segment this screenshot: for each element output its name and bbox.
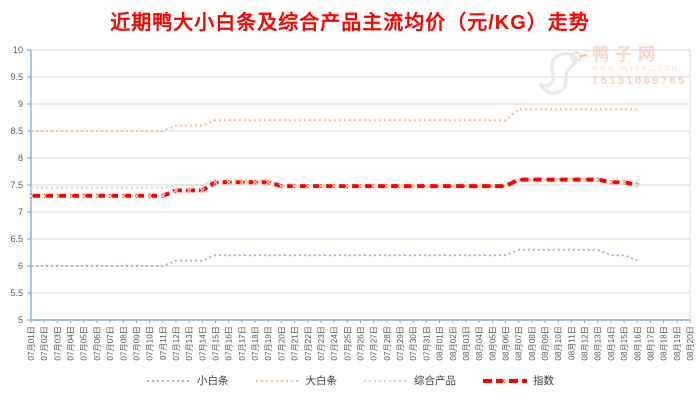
- legend-label: 大白条: [305, 375, 338, 387]
- svg-text:6.5: 6.5: [10, 234, 23, 244]
- svg-text:08月14日: 08月14日: [607, 326, 616, 361]
- svg-text:08月08日: 08月08日: [528, 326, 537, 361]
- svg-text:07月15日: 07月15日: [212, 326, 221, 361]
- legend-line-sample: [483, 378, 527, 383]
- svg-text:07月21日: 07月21日: [291, 326, 300, 361]
- legend-line-sample: [255, 379, 300, 382]
- svg-text:07月25日: 07月25日: [343, 326, 352, 361]
- svg-text:9: 9: [18, 99, 23, 109]
- svg-text:07月19日: 07月19日: [264, 326, 273, 361]
- legend-item-zonghechanpin: 综合产品: [363, 373, 456, 388]
- svg-text:07月01日: 07月01日: [27, 326, 36, 361]
- svg-text:07月11日: 07月11日: [159, 326, 168, 360]
- svg-text:8.5: 8.5: [10, 126, 23, 136]
- svg-text:08月13日: 08月13日: [594, 326, 603, 361]
- svg-text:5.5: 5.5: [10, 288, 23, 298]
- svg-text:07月27日: 07月27日: [370, 326, 379, 361]
- svg-text:07月05日: 07月05日: [80, 326, 89, 361]
- axes: [27, 49, 691, 323]
- svg-text:8: 8: [18, 153, 23, 163]
- price-trend-chart: 5 5.5 6 6.5 7 7.5 8 8.5 9 9.5 10 07月01日 07月02日 07月03日…: [10, 45, 695, 361]
- svg-text:08月19日: 08月19日: [673, 326, 682, 361]
- svg-text:08月02日: 08月02日: [449, 326, 458, 361]
- series-大白条: [31, 108, 638, 132]
- legend-item-dabaitiao: 大白条: [255, 373, 338, 388]
- svg-text:07月23日: 07月23日: [317, 326, 326, 361]
- series-小白条: [31, 248, 638, 267]
- svg-text:07月16日: 07月16日: [225, 326, 234, 361]
- svg-text:08月11日: 08月11日: [567, 326, 576, 360]
- svg-text:07月03日: 07月03日: [53, 326, 62, 361]
- legend-label: 综合产品: [414, 375, 456, 387]
- svg-text:08月15日: 08月15日: [620, 326, 629, 361]
- legend-line-sample: [364, 379, 408, 382]
- svg-text:08月06日: 08月06日: [501, 326, 510, 361]
- svg-text:08月20日: 08月20日: [686, 326, 695, 361]
- svg-text:07月06日: 07月06日: [93, 326, 102, 361]
- svg-text:07月14日: 07月14日: [198, 326, 207, 361]
- svg-text:9.5: 9.5: [10, 72, 23, 82]
- svg-text:08月04日: 08月04日: [475, 326, 484, 361]
- legend-label: 小白条: [197, 375, 229, 387]
- svg-text:07月17日: 07月17日: [238, 326, 247, 361]
- svg-text:07月18日: 07月18日: [251, 326, 260, 361]
- svg-text:07月13日: 07月13日: [185, 326, 194, 361]
- svg-text:07月12日: 07月12日: [172, 326, 181, 361]
- svg-text:07月07日: 07月07日: [106, 326, 115, 361]
- svg-text:7.5: 7.5: [10, 180, 23, 190]
- svg-text:08月05日: 08月05日: [488, 326, 497, 361]
- svg-text:07月09日: 07月09日: [132, 326, 141, 361]
- svg-text:6: 6: [18, 261, 23, 271]
- svg-text:07月20日: 07月20日: [277, 326, 286, 361]
- svg-text:7: 7: [18, 207, 23, 217]
- legend-label: 指数: [533, 375, 554, 387]
- chart-legend: 小白条 大白条 综合产品 指数: [0, 373, 700, 388]
- svg-text:07月04日: 07月04日: [67, 326, 76, 361]
- svg-text:07月08日: 07月08日: [119, 326, 128, 361]
- gridlines: [31, 49, 691, 320]
- svg-text:08月17日: 08月17日: [646, 326, 655, 361]
- chart-title: 近期鸭大小白条及综合产品主流均价（元/KG）走势: [110, 12, 590, 34]
- legend-item-zhishu: 指数: [482, 373, 554, 388]
- svg-text:5: 5: [18, 315, 23, 325]
- svg-text:07月29日: 07月29日: [396, 326, 405, 361]
- x-axis-labels: 07月01日 07月02日 07月03日 07月04日 07月05日 07月06日 07月0…: [27, 326, 695, 361]
- svg-text:08月16日: 08月16日: [633, 326, 642, 361]
- y-axis-labels: 5 5.5 6 6.5 7 7.5 8 8.5 9 9.5 10: [10, 45, 23, 325]
- legend-line-sample: [147, 379, 191, 382]
- svg-text:07月28日: 07月28日: [383, 326, 392, 361]
- svg-text:08月10日: 08月10日: [554, 326, 563, 361]
- svg-text:07月10日: 07月10日: [146, 326, 155, 361]
- svg-text:08月03日: 08月03日: [462, 326, 471, 361]
- svg-text:07月26日: 07月26日: [357, 326, 366, 361]
- series-指数: [28, 177, 640, 199]
- svg-text:07月31日: 07月31日: [422, 326, 431, 361]
- svg-text:07月24日: 07月24日: [330, 326, 339, 361]
- svg-text:10: 10: [13, 45, 23, 55]
- svg-text:08月01日: 08月01日: [436, 326, 445, 361]
- svg-text:08月07日: 08月07日: [515, 326, 524, 361]
- svg-text:08月12日: 08月12日: [581, 326, 590, 361]
- svg-text:07月30日: 07月30日: [409, 326, 418, 361]
- svg-text:07月02日: 07月02日: [40, 326, 49, 361]
- legend-item-xiaobaitiao: 小白条: [146, 373, 229, 388]
- svg-text:07月22日: 07月22日: [304, 326, 313, 361]
- svg-text:08月18日: 08月18日: [660, 326, 669, 361]
- svg-text:08月09日: 08月09日: [541, 326, 550, 361]
